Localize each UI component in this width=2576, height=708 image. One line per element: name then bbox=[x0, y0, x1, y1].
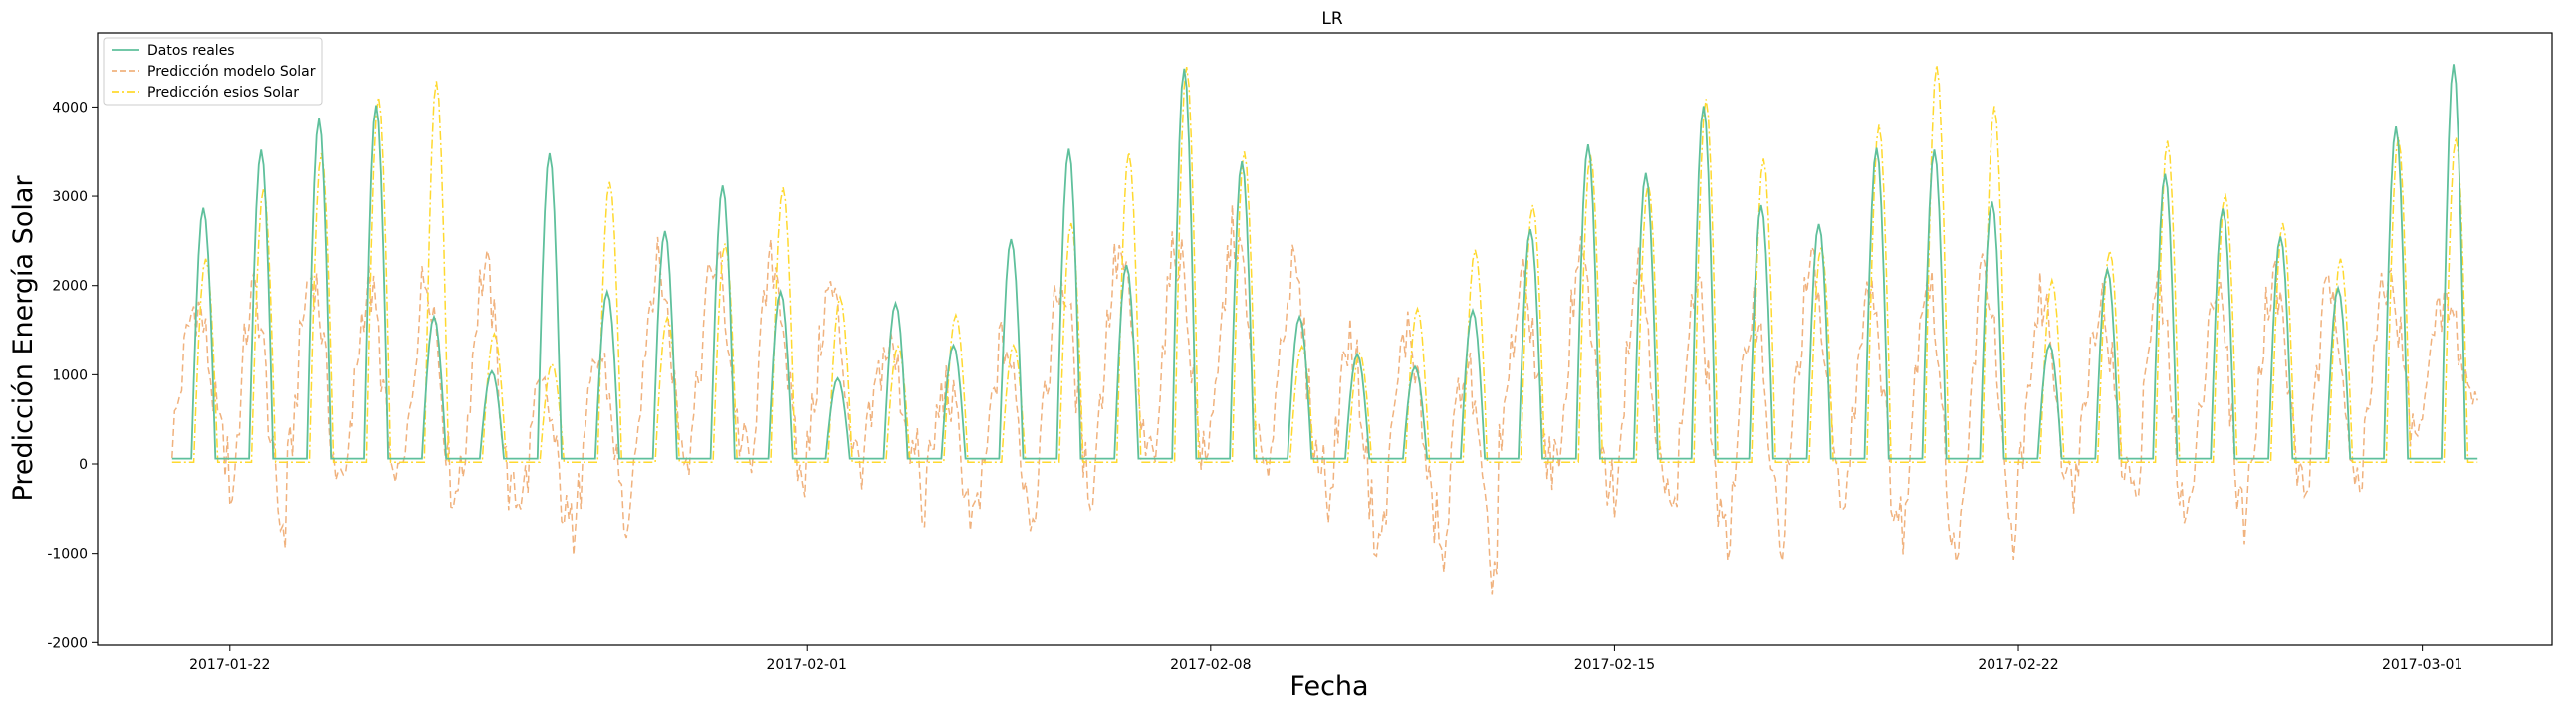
y-tick-label: -2000 bbox=[47, 635, 88, 651]
legend-label-prediccion-modelo: Predicción modelo Solar bbox=[147, 64, 316, 80]
x-tick-label: 2017-02-15 bbox=[1574, 657, 1655, 673]
chart-title: LR bbox=[1321, 9, 1342, 29]
x-axis-title: Fecha bbox=[1289, 671, 1368, 702]
plot-frame bbox=[97, 32, 2553, 646]
x-tick-label: 2017-02-08 bbox=[1170, 657, 1251, 673]
y-axis: -2000 -1000 0 1000 2000 3000 4000 bbox=[47, 100, 98, 651]
y-axis-title: Predicción Energía Solar bbox=[8, 175, 39, 502]
x-axis: 2017-01-22 2017-02-01 2017-02-08 2017-02-15… bbox=[189, 645, 2462, 673]
x-tick-label: 2017-01-22 bbox=[189, 657, 270, 673]
plot-area bbox=[171, 64, 2478, 595]
series-line-datos-reales bbox=[171, 64, 2478, 460]
x-tick-label: 2017-02-01 bbox=[767, 657, 847, 673]
legend: Datos reales Predicción modelo Solar Pre… bbox=[103, 37, 323, 106]
y-tick-label: 4000 bbox=[52, 100, 88, 116]
legend-label-prediccion-esios: Predicción esios Solar bbox=[147, 85, 299, 101]
y-tick-label: 1000 bbox=[52, 367, 88, 383]
y-tick-label: 2000 bbox=[52, 279, 88, 295]
y-tick-label: -1000 bbox=[47, 547, 88, 563]
series-line-prediccion-esios bbox=[171, 65, 2478, 463]
y-tick-label: 3000 bbox=[52, 189, 88, 205]
x-tick-label: 2017-02-22 bbox=[1978, 657, 2058, 673]
y-tick-label: 0 bbox=[79, 457, 88, 473]
legend-box bbox=[103, 37, 323, 106]
x-tick-label: 2017-03-01 bbox=[2382, 657, 2462, 673]
series-line-prediccion-modelo bbox=[171, 204, 2478, 595]
legend-label-datos-reales: Datos reales bbox=[147, 43, 235, 59]
